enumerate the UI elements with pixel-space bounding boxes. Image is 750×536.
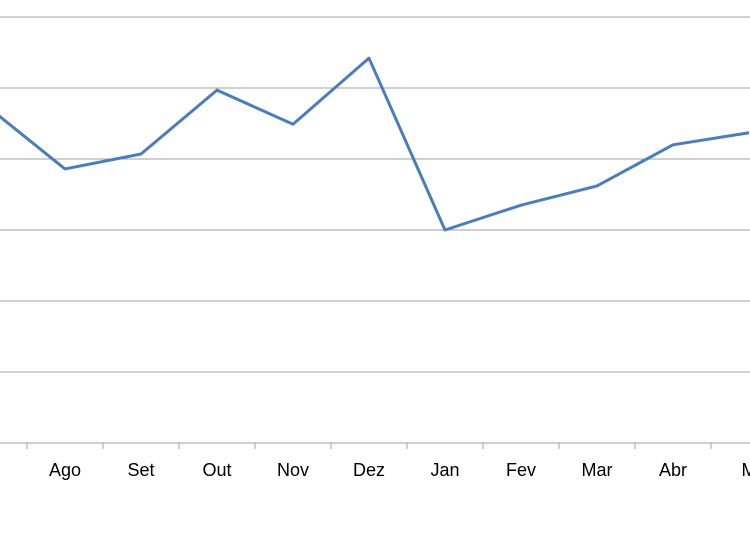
data-line: [0, 56, 750, 232]
x-tick-label: Abr: [659, 460, 687, 480]
x-tick-label: Nov: [277, 460, 309, 480]
x-tick-label: Dez: [353, 460, 385, 480]
x-tick-label: M: [742, 460, 750, 480]
x-tick-label: Mar: [582, 460, 613, 480]
x-tick-label: Set: [127, 460, 154, 480]
x-tick-label: Jan: [430, 460, 459, 480]
x-tick-label: Ago: [49, 460, 81, 480]
x-tick-label: Fev: [506, 460, 536, 480]
x-tick-label: Out: [202, 460, 231, 480]
